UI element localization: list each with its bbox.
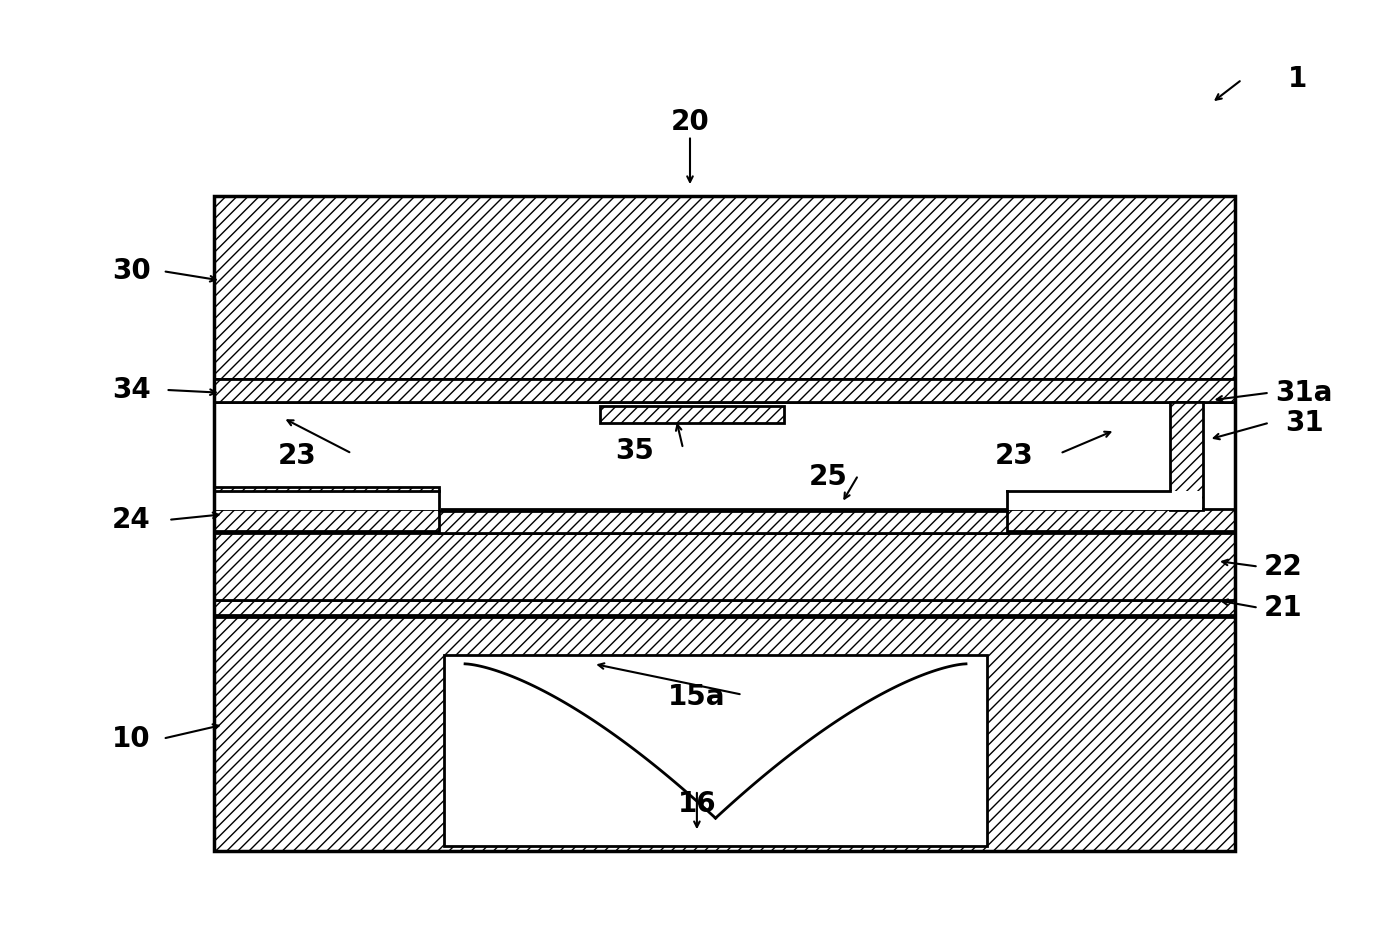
Text: 24: 24 [112,506,150,534]
Bar [214,533,1235,600]
Text: 34: 34 [112,376,150,404]
Bar [214,487,439,532]
Text: 15a: 15a [668,683,726,711]
Text: 22: 22 [1264,553,1303,581]
Bar [214,402,1235,510]
Text: 1: 1 [1288,65,1307,94]
Bar [600,406,784,423]
Bar [214,379,1235,402]
Bar [214,509,1235,531]
Text: 31a: 31a [1275,379,1333,407]
Bar [215,491,440,510]
Text: 25: 25 [809,463,847,491]
Text: 23: 23 [277,442,316,470]
Bar [214,617,1235,851]
Bar [1007,491,1202,510]
Text: 31: 31 [1285,409,1323,437]
Bar [214,196,1235,851]
Bar [214,600,1235,615]
Text: 10: 10 [112,725,150,753]
Bar [1170,402,1203,510]
Text: 30: 30 [112,257,150,285]
Bar [214,196,1235,379]
Text: 23: 23 [995,442,1034,470]
Bar [439,511,1007,533]
Text: 35: 35 [615,437,654,465]
Text: 21: 21 [1264,594,1303,622]
Text: 20: 20 [671,108,709,136]
Text: 16: 16 [678,790,716,818]
Bar [444,654,987,846]
